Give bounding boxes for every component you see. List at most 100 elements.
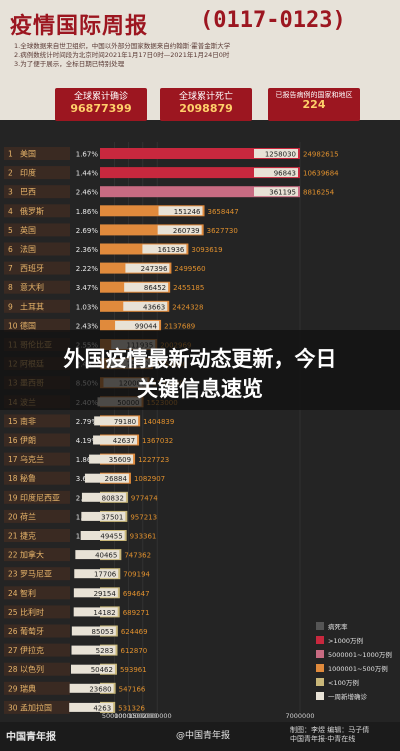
weekly-new-box	[75, 550, 120, 560]
country-label: 荷兰	[20, 511, 36, 521]
stat-total-cases-value: 96877399	[70, 102, 132, 115]
cumulative-label: 612870	[121, 647, 148, 655]
weekly-new-label: 43663	[143, 303, 165, 311]
weekly-new-label: 35609	[109, 456, 131, 464]
country-tag	[4, 643, 70, 657]
weekly-new-box	[115, 320, 160, 330]
cumulative-bar	[100, 186, 300, 198]
rank-label: 26	[8, 627, 18, 636]
cumulative-label: 1082907	[134, 475, 165, 483]
weekly-new-box	[81, 511, 126, 521]
country-tag	[4, 185, 70, 199]
date-range: (0117-0123)	[200, 8, 346, 33]
rank-label: 18	[8, 474, 18, 483]
x-tick-label: 500000	[102, 712, 127, 720]
weekly-new-label: 23680	[89, 685, 111, 693]
country-tag	[4, 548, 70, 562]
x-tick-label: 1500000	[128, 712, 157, 720]
country-tag	[4, 605, 70, 619]
weekly-new-label: 50462	[91, 666, 113, 674]
country-tag	[4, 471, 70, 485]
country-label: 加拿大	[20, 550, 44, 560]
legend-label: 一周新增确诊	[328, 692, 368, 701]
cumulative-label: 24982615	[303, 151, 339, 159]
country-tag	[4, 586, 70, 600]
weekly-new-box	[74, 569, 119, 579]
rank-label: 8	[8, 283, 13, 292]
weekly-new-box	[157, 225, 202, 235]
country-tag	[4, 147, 70, 160]
rank-label: 25	[8, 608, 18, 617]
death-rate-label: 1.86%	[76, 456, 99, 464]
cumulative-label: 1367032	[142, 437, 173, 445]
weekly-new-label: 14182	[93, 609, 115, 617]
weekly-new-label: 80832	[102, 494, 124, 502]
death-rate-label: 4.19%	[76, 437, 99, 445]
death-rate-label: 1.03%	[76, 303, 99, 311]
weekly-new-box	[254, 187, 298, 197]
cumulative-label: 3093619	[191, 246, 222, 254]
legend-label: >1000万例	[328, 636, 363, 645]
weekly-new-label: 161936	[158, 246, 185, 254]
country-tag	[4, 700, 70, 714]
country-label: 意大利	[20, 282, 44, 292]
cumulative-label: 933361	[130, 533, 157, 541]
weekly-new-label: 49455	[100, 533, 122, 541]
stat-countries-label: 已报告病例的国家和地区	[275, 91, 353, 99]
country-tag	[4, 567, 70, 581]
weekly-new-box	[124, 282, 169, 292]
death-rate-label: 2.69%	[76, 227, 99, 235]
country-label: 西班牙	[20, 263, 44, 273]
cumulative-label: 1404839	[143, 418, 174, 426]
weekly-new-label: 260739	[173, 227, 200, 235]
cumulative-label: 10639684	[303, 170, 339, 178]
weekly-new-label: 151246	[174, 208, 201, 216]
weekly-new-box	[69, 702, 114, 712]
country-label: 法国	[20, 244, 36, 254]
country-tag	[4, 662, 70, 676]
country-tag	[4, 509, 70, 523]
cumulative-label: 957213	[130, 513, 157, 521]
cumulative-label: 547166	[119, 685, 146, 693]
death-rate-label: 1.44%	[76, 170, 99, 178]
weekly-new-box	[73, 588, 118, 598]
country-tag	[4, 452, 70, 466]
weekly-new-label: 79180	[114, 418, 136, 426]
country-tag	[4, 433, 70, 447]
legend-swatch	[316, 636, 324, 644]
country-tag	[4, 242, 70, 256]
weekly-new-box	[254, 168, 298, 178]
stat-total-cases: 全球累计确诊 96877399	[55, 88, 147, 121]
legend-label: 病死率	[328, 622, 348, 631]
weekly-new-label: 5283	[96, 647, 114, 655]
country-tag	[4, 624, 70, 638]
cumulative-label: 3658447	[208, 208, 239, 216]
weekly-new-label: 37501	[101, 513, 123, 521]
rank-label: 16	[8, 436, 18, 445]
cumulative-label: 531326	[118, 704, 145, 712]
weekly-new-label: 99044	[135, 322, 158, 330]
legend-swatch	[316, 678, 324, 686]
rank-label: 20	[8, 512, 18, 521]
country-tag	[4, 681, 70, 695]
country-label: 瑞典	[20, 683, 36, 693]
x-tick-label: 2000000	[143, 712, 172, 720]
stat-total-cases-label: 全球累计确诊	[73, 92, 128, 102]
legend-label: 1000001~500万例	[328, 664, 388, 673]
weekly-new-box	[80, 531, 125, 540]
cumulative-bar	[100, 224, 204, 236]
weekly-new-box	[93, 435, 138, 445]
country-label: 德国	[20, 320, 36, 330]
country-label: 孟加拉国	[20, 702, 52, 712]
weekly-new-box	[69, 683, 114, 693]
death-rate-label: 1.67%	[76, 151, 99, 159]
country-label: 土耳其	[20, 301, 44, 311]
death-rate-label: 2.79%	[76, 418, 99, 426]
cumulative-label: 1227723	[138, 456, 169, 464]
headline-overlay	[0, 330, 400, 410]
weekly-new-label: 247396	[141, 265, 168, 273]
country-label: 巴西	[20, 188, 36, 197]
weekly-new-label: 29154	[94, 590, 117, 598]
rank-label: 2	[8, 169, 13, 178]
